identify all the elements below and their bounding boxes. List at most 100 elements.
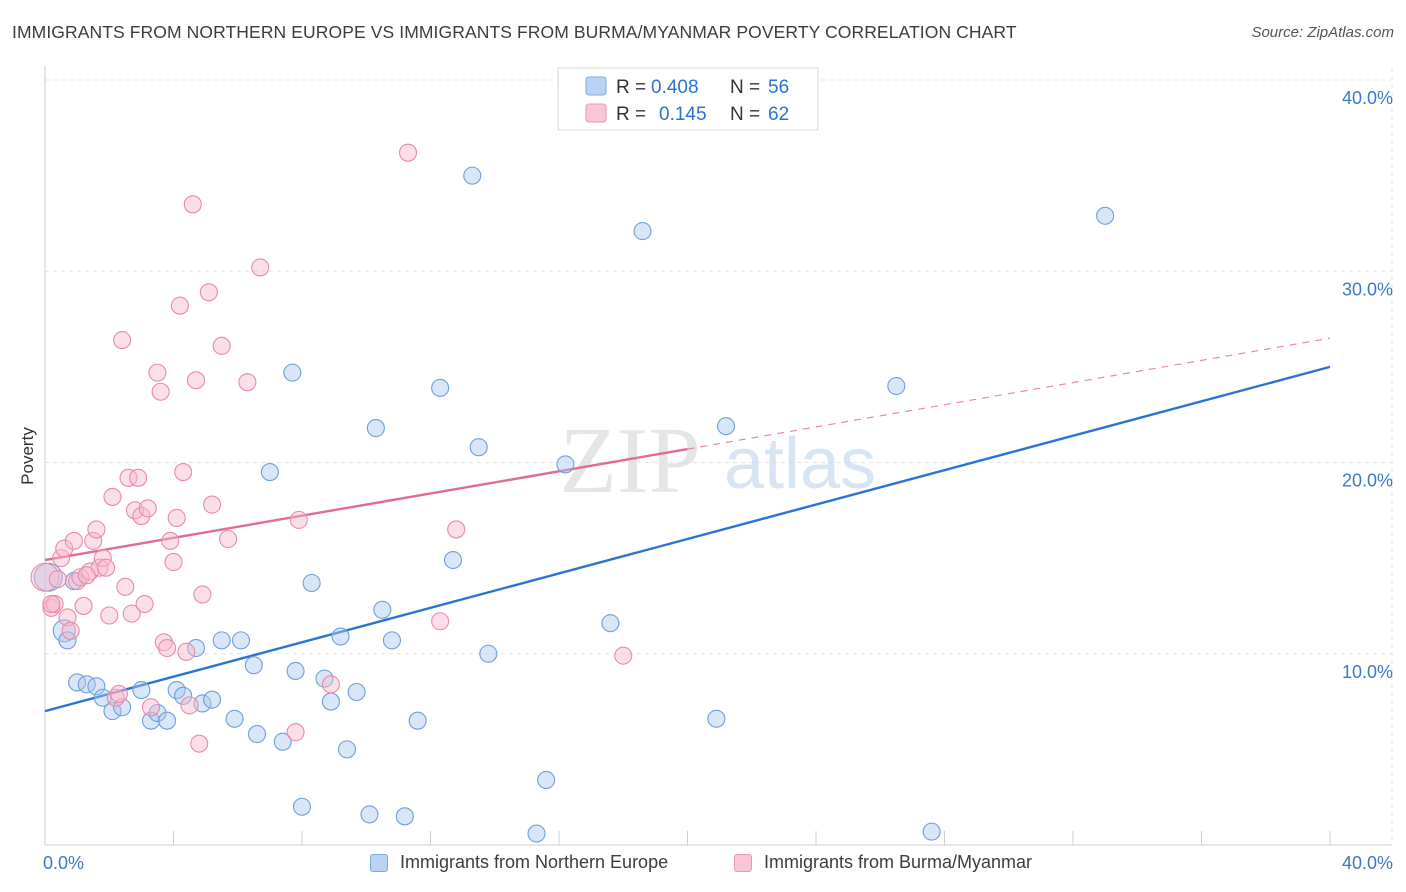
watermark-atlas: atlas xyxy=(724,424,876,504)
series-burma-points xyxy=(30,143,633,753)
point-ne-34 xyxy=(360,805,379,824)
point-ne-12 xyxy=(158,711,177,730)
point-bm-47 xyxy=(219,529,238,549)
point-bm-52 xyxy=(321,675,340,694)
point-ne-23 xyxy=(260,463,279,482)
point-bm-48 xyxy=(238,373,257,392)
point-ne-5 xyxy=(87,677,106,696)
point-ne-44 xyxy=(479,644,498,663)
point-ne-41 xyxy=(443,550,463,570)
point-ne-50 xyxy=(707,709,726,728)
point-bm-21 xyxy=(116,577,135,596)
point-ne-24 xyxy=(273,732,292,751)
point-ne-37 xyxy=(382,631,402,650)
point-ne-47 xyxy=(556,455,575,474)
point-bm-13 xyxy=(87,520,106,539)
point-bm-16 xyxy=(96,558,116,577)
grid-lines xyxy=(45,68,1393,845)
legend-top: R = 0.408 N = 56 R = 0.145 N = 62 xyxy=(557,67,819,131)
trend-line-burma-solid xyxy=(44,447,688,562)
point-ne-30 xyxy=(321,692,340,711)
point-bm-6 xyxy=(61,621,80,640)
data-points xyxy=(30,143,1115,843)
point-bm-38 xyxy=(177,642,196,661)
point-bm-9 xyxy=(71,568,90,587)
point-bm-58 xyxy=(77,566,96,585)
point-ne-49 xyxy=(633,222,652,241)
source-label: Source: ZipAtlas.com xyxy=(1251,24,1394,41)
point-bm-53 xyxy=(398,143,418,162)
point-bm-32 xyxy=(158,638,177,658)
point-ne-17 xyxy=(203,690,222,709)
trend-lines xyxy=(44,337,1331,713)
point-bm-40 xyxy=(183,195,202,214)
point-bm-10 xyxy=(74,596,93,615)
point-bm-36 xyxy=(170,296,189,315)
point-bm-42 xyxy=(190,734,209,753)
y-tick-label-10: 10.0% xyxy=(1342,662,1393,682)
point-bm-54 xyxy=(431,612,450,631)
point-ne-51 xyxy=(716,417,736,436)
point-ne-25 xyxy=(283,363,302,382)
point-ne-42 xyxy=(463,166,482,185)
point-ne-9 xyxy=(132,681,151,700)
trend-line-northern-europe xyxy=(44,365,1331,713)
chart-title: IMMIGRANTS FROM NORTHERN EUROPE VS IMMIG… xyxy=(12,22,1017,42)
y-tick-label-20: 20.0% xyxy=(1342,471,1393,491)
point-bm-26 xyxy=(132,506,151,526)
y-tick-label-40: 40.0% xyxy=(1342,88,1393,108)
point-bm-12 xyxy=(84,531,103,550)
point-bm-31 xyxy=(154,633,173,652)
point-ne-45 xyxy=(527,824,546,843)
point-bm-30 xyxy=(151,382,170,401)
point-ne-14 xyxy=(174,686,193,705)
point-bm-57 xyxy=(48,570,67,589)
watermark: ZIP atlas xyxy=(560,409,877,513)
legend-n-label-2: N = xyxy=(730,104,760,125)
axes xyxy=(44,66,1392,846)
point-ne-18 xyxy=(212,631,231,650)
point-ne-7 xyxy=(103,702,122,721)
legend-n-value-2: 62 xyxy=(768,104,789,125)
point-ne-54 xyxy=(1096,206,1115,225)
legend-swatch-northern-europe xyxy=(585,76,607,96)
point-bm-35 xyxy=(167,508,186,528)
point-ne-19 xyxy=(225,709,244,728)
point-ne-32 xyxy=(337,740,357,759)
point-bm-3 xyxy=(52,549,71,568)
point-bm-18 xyxy=(103,487,122,506)
y-tick-label-30: 30.0% xyxy=(1342,279,1393,299)
point-bm-22 xyxy=(119,468,138,487)
legend-n-label-1: N = xyxy=(730,77,760,98)
point-bm-46 xyxy=(212,336,231,355)
point-bm-17 xyxy=(100,606,119,625)
point-ne-21 xyxy=(244,656,263,675)
point-bm-28 xyxy=(138,499,157,518)
point-bm-49 xyxy=(251,258,270,277)
point-bm-59 xyxy=(113,331,132,350)
point-ne-15 xyxy=(186,638,206,658)
legend-item-northern-europe: Immigrants from Northern Europe xyxy=(370,852,668,873)
x-tick-label-min: 0.0% xyxy=(43,853,84,873)
legend-n-value-1: 56 xyxy=(768,77,789,98)
legend-bottom-swatch-burma xyxy=(734,853,752,872)
legend-r-value-2: 0.145 xyxy=(659,104,707,125)
x-tick-label-max: 40.0% xyxy=(1342,853,1393,873)
point-bm-44 xyxy=(199,283,218,302)
legend-bottom-label-burma: Immigrants from Burma/Myanmar xyxy=(764,852,1033,872)
point-bm-29 xyxy=(148,363,167,382)
point-ne-28 xyxy=(302,573,321,593)
point-bm-60 xyxy=(42,594,61,614)
legend-r-value-1: 0.408 xyxy=(651,77,699,98)
point-bm-51 xyxy=(289,510,308,529)
point-ne-27 xyxy=(292,797,312,816)
point-ne-52 xyxy=(887,376,906,396)
point-bm-41 xyxy=(186,371,206,390)
point-ne-31 xyxy=(331,627,350,646)
legend-swatch-burma xyxy=(585,103,607,123)
point-ne-46 xyxy=(537,770,556,790)
point-ne-20 xyxy=(231,631,251,650)
point-ne-48 xyxy=(601,614,620,633)
point-bm-50 xyxy=(286,723,305,742)
